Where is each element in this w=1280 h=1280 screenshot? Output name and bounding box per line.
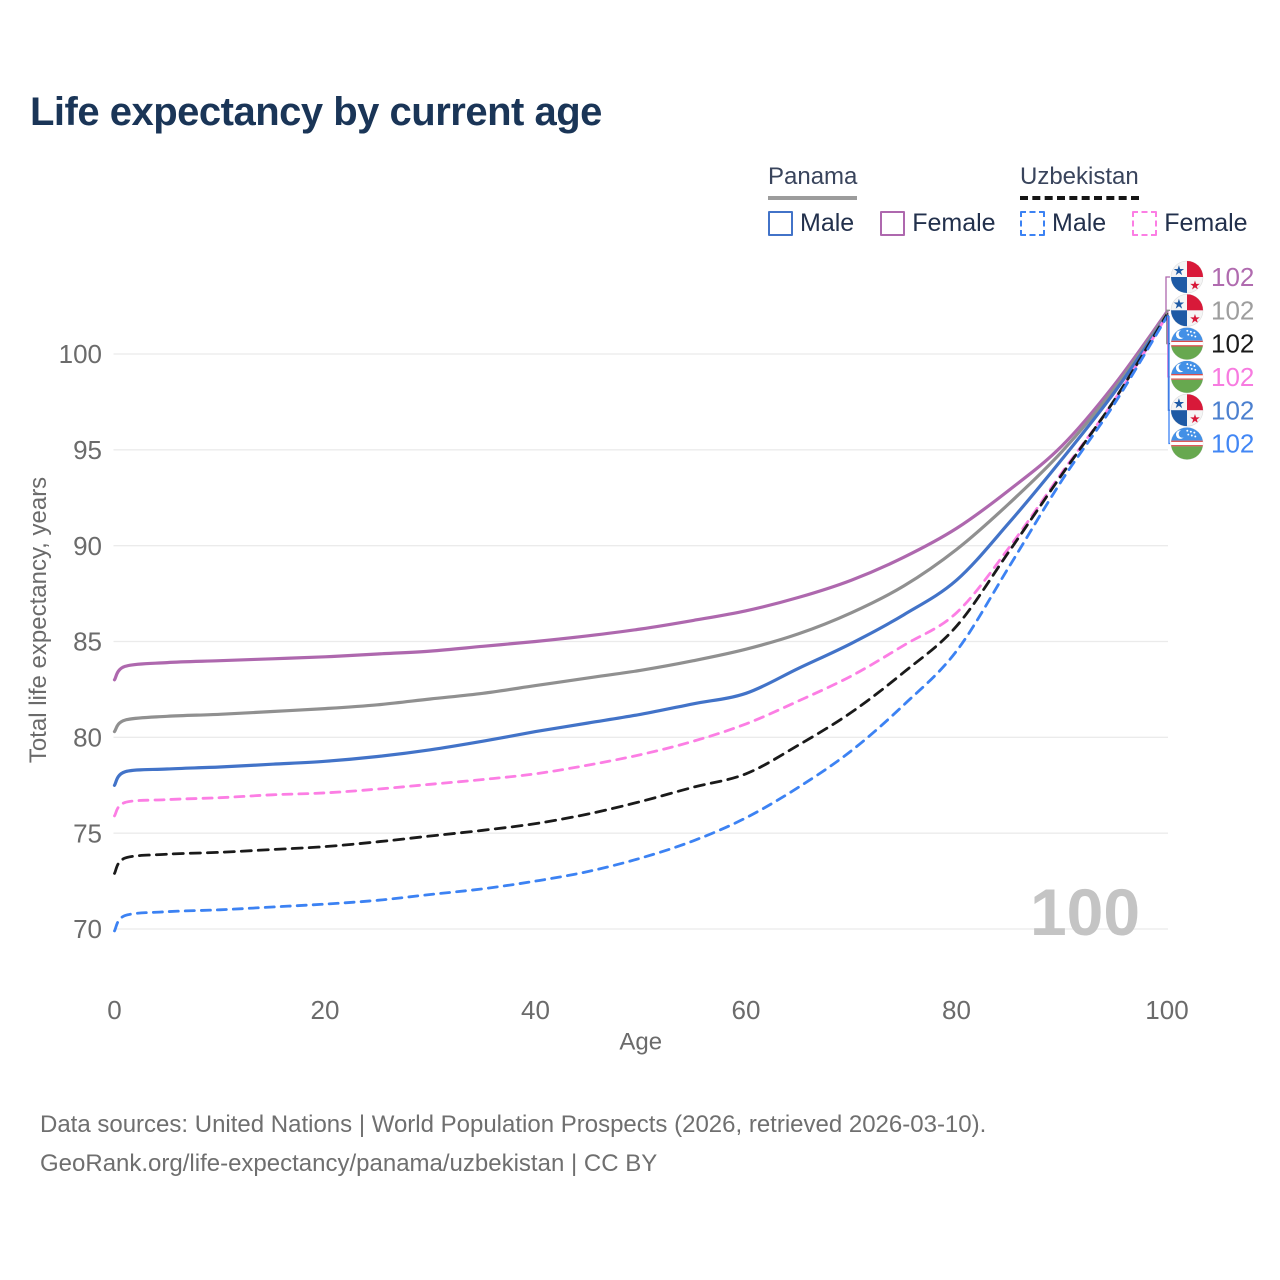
uzbekistan-flag-icon [1170,427,1204,460]
end-connector-uzbekistan_male [1167,315,1170,445]
age-watermark: 100 [1030,875,1140,949]
x-axis-title: Age [619,1028,662,1055]
legend-label-uzbekistan-female: Female [1164,209,1248,237]
legend-row-uzbekistan: Male Female [1020,209,1248,238]
uzbekistan-female-swatch-icon [1132,211,1158,236]
end-value-label-panama_total: 102 [1211,295,1254,325]
series-line-uzbekistan_female[interactable] [113,313,1169,818]
legend-item-panama-female[interactable]: Female [880,209,996,238]
legend-item-uzbekistan-male[interactable]: Male [1020,209,1106,238]
uzbekistan-male-swatch-icon [1020,211,1045,236]
panama-flag-icon: ★★ [1170,393,1204,427]
end-value-label-uzbekistan_total: 102 [1211,329,1254,359]
end-value-label-panama_male: 102 [1211,395,1254,425]
y-tick-label-90: 90 [73,531,102,561]
y-tick-label-85: 85 [73,627,102,657]
legend-group-uzbekistan: Uzbekistan Male Female [1020,163,1248,238]
legend-country-panama[interactable]: Panama [768,163,858,200]
x-tick-label-20: 20 [311,995,340,1025]
end-value-label-uzbekistan_female: 102 [1211,362,1254,392]
legend-group-panama: Panama Male Female [768,163,996,238]
x-tick-label-0: 0 [107,995,121,1025]
chart-footer: Data sources: United Nations | World Pop… [40,1105,986,1183]
panama-female-swatch-icon [880,211,906,236]
page-title: Life expectancy by current age [30,90,602,134]
y-tick-label-70: 70 [73,914,102,944]
series-line-panama_female[interactable] [112,310,1169,682]
panama-male-swatch-icon [768,211,793,236]
end-value-label-panama_female: 102 [1211,262,1254,292]
svg-text:★: ★ [1173,296,1185,311]
panama-flag-icon: ★★ [1170,260,1204,294]
legend-label-uzbekistan-male: Male [1052,209,1107,237]
x-tick-label-100: 100 [1145,995,1188,1025]
x-tick-label-60: 60 [732,995,761,1025]
legend-label-panama-male: Male [800,209,855,237]
svg-text:★: ★ [1189,312,1200,326]
footer-data-sources: Data sources: United Nations | World Pop… [40,1111,987,1138]
footer-attribution: GeoRank.org/life-expectancy/panama/uzbek… [40,1150,658,1177]
legend-item-panama-male[interactable]: Male [768,209,854,238]
y-axis-title: Total life expectancy, years [25,477,52,763]
svg-text:★: ★ [1189,279,1200,293]
uzbekistan-flag-icon [1170,327,1204,360]
y-tick-label-80: 80 [73,722,102,752]
x-tick-label-40: 40 [521,995,550,1025]
panama-flag-icon: ★★ [1170,293,1204,327]
end-value-label-uzbekistan_male: 102 [1211,429,1254,459]
y-tick-label-75: 75 [73,818,102,848]
end-connector-panama_female [1165,276,1170,313]
end-connector-panama_total [1165,309,1170,315]
y-tick-label-100: 100 [59,339,102,369]
series-line-panama_male[interactable] [112,314,1169,787]
uzbekistan-flag-icon [1170,360,1204,394]
y-tick-label-95: 95 [73,435,102,465]
x-tick-label-80: 80 [942,995,971,1025]
series-line-uzbekistan_male[interactable] [113,315,1169,933]
legend-label-panama-female: Female [912,209,996,237]
legend-country-uzbekistan[interactable]: Uzbekistan [1020,163,1139,200]
svg-text:★: ★ [1189,412,1200,426]
series-line-uzbekistan_total[interactable] [113,313,1169,875]
legend-item-uzbekistan-female[interactable]: Female [1132,209,1248,238]
legend-row-panama: Male Female [768,209,996,238]
svg-text:★: ★ [1173,396,1185,411]
svg-text:★: ★ [1173,263,1185,278]
series-line-panama_total[interactable] [112,312,1169,734]
